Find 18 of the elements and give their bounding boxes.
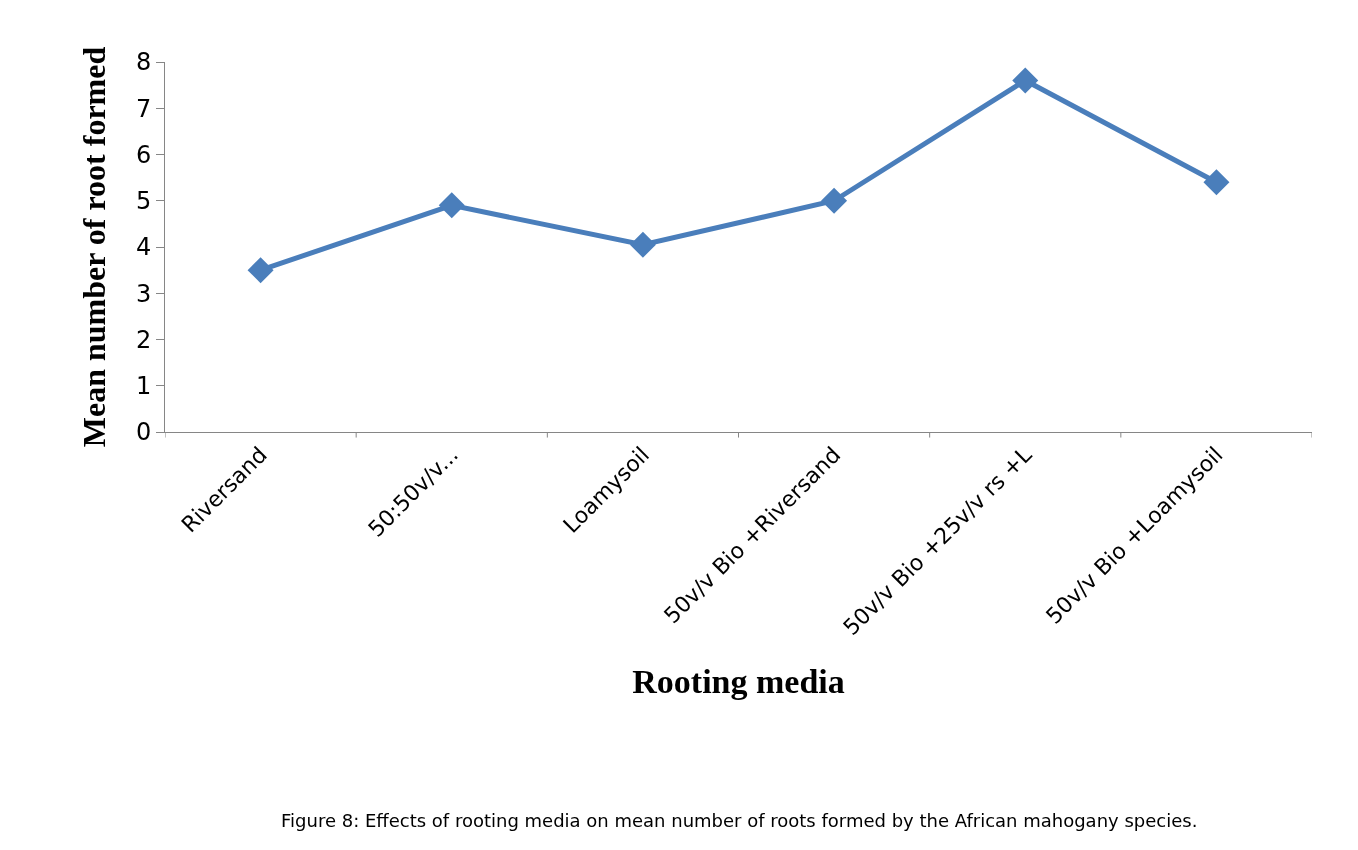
y-tick-label: 6 [135,140,152,169]
y-tick-label: 1 [135,372,152,401]
y-tick-label: 7 [135,94,152,123]
point [247,257,274,284]
y-tick-label: 2 [135,325,152,354]
point [438,192,465,219]
point [1203,169,1230,196]
x-axis-title: Rooting media [632,663,845,701]
y-tick-label: 0 [135,418,152,447]
caption: Figure 8: Effects of rooting media on mean number of roots formed by the African mahogany species. [281,810,1198,831]
y-tick-label: 8 [135,48,152,77]
y-tick-label: 4 [135,233,152,262]
y-tick-label: 5 [135,187,152,216]
point [629,231,656,258]
point [821,187,848,214]
y-axis-title: Mean number of root formed [76,46,113,448]
y-tick-label: 3 [135,279,152,308]
point [1012,67,1039,94]
